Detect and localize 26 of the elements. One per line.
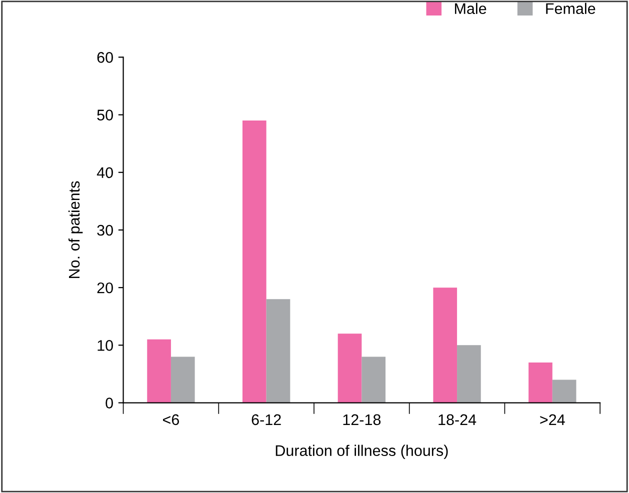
- bar: [338, 334, 362, 403]
- bar: [433, 288, 458, 403]
- bar: [242, 120, 266, 403]
- x-tick-label: 18-24: [438, 414, 476, 426]
- bar: [528, 362, 552, 403]
- bar: [362, 356, 386, 403]
- y-tick-label: 60: [97, 52, 113, 63]
- bar: [170, 356, 195, 403]
- y-axis-title: No. of patients: [68, 181, 83, 278]
- legend-label: Male: [455, 2, 486, 14]
- y-tick-label: 20: [97, 282, 113, 294]
- bar: [147, 339, 171, 403]
- y-tick-label: 0: [106, 398, 113, 408]
- bar: [457, 345, 481, 403]
- x-tick-label: 6-12: [252, 414, 281, 426]
- x-tick-label: >24: [540, 414, 565, 425]
- y-tick-label: 30: [97, 224, 113, 236]
- x-tick-label: <6: [163, 414, 179, 426]
- x-tick-label: 12-18: [343, 414, 381, 426]
- x-axis-title: Duration of illness (hours): [276, 444, 448, 460]
- bar: [552, 380, 576, 403]
- bar: [266, 299, 290, 403]
- y-tick-label: 40: [96, 167, 113, 178]
- y-tick-label: 50: [97, 110, 113, 120]
- y-tick-label: 10: [98, 340, 113, 351]
- legend-label: Female: [546, 2, 596, 14]
